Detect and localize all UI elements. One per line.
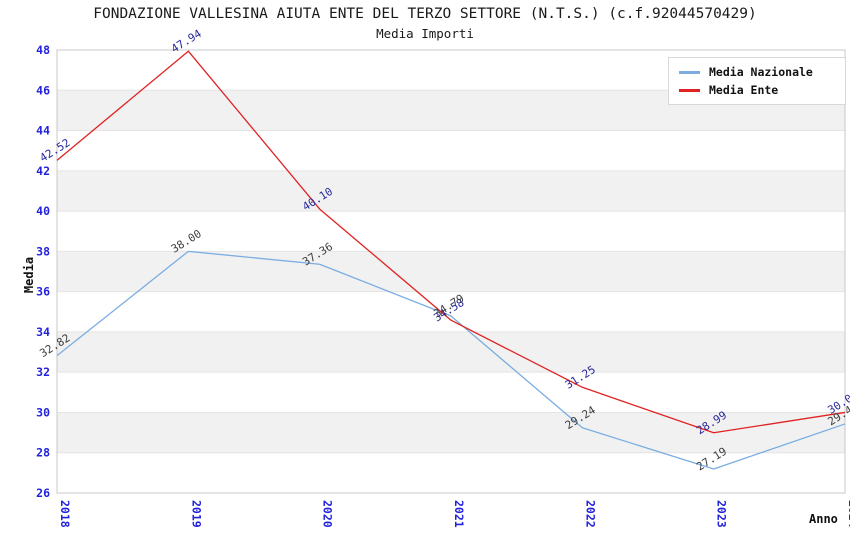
y-tick-label: 32	[36, 365, 50, 379]
gridlines	[57, 89, 845, 454]
x-tick-label: 2024	[846, 500, 850, 528]
x-tick-label: 2019	[189, 500, 203, 528]
legend: Media Nazionale Media Ente	[668, 57, 846, 105]
band	[57, 251, 845, 292]
x-axis-label: Anno	[809, 512, 838, 526]
x-tick-labels: 2018 2019 2020 2021 2022 2023 2024	[58, 500, 850, 528]
y-tick-label: 46	[36, 83, 50, 97]
y-tick-label: 38	[36, 244, 50, 258]
legend-label-ente: Media Ente	[709, 83, 779, 97]
value-label: 42.52	[37, 136, 72, 165]
plot-frame	[56, 49, 846, 494]
band	[57, 170, 845, 212]
y-tick-label: 40	[36, 204, 50, 218]
background-bands	[57, 90, 845, 453]
series-line-media-nazionale	[56, 250, 846, 470]
band	[57, 331, 845, 373]
chart-subtitle: Media Importi	[376, 26, 474, 41]
chart-title: FONDAZIONE VALLESINA AIUTA ENTE DEL TERZ…	[93, 6, 757, 22]
x-tick-label: 2021	[452, 500, 466, 528]
y-tick-label: 30	[36, 405, 50, 419]
legend-item-media-nazionale: Media Nazionale	[679, 63, 835, 81]
y-tick-label: 26	[36, 486, 50, 500]
y-axis-label: Media	[22, 256, 36, 294]
legend-label-nazionale: Media Nazionale	[709, 65, 813, 79]
y-tick-label: 44	[36, 124, 50, 138]
y-tick-label: 36	[36, 285, 50, 299]
y-tick-labels: 26 28 30 32 34 36 38 40 42 44 46 48	[36, 43, 50, 500]
y-tick-label: 42	[36, 164, 50, 178]
legend-line-icon-nazionale	[679, 70, 700, 74]
x-tick-label: 2018	[58, 500, 72, 528]
legend-item-media-ente: Media Ente	[679, 81, 835, 99]
value-label: 47.94	[169, 27, 204, 56]
y-tick-label: 48	[36, 43, 50, 57]
x-tick-label: 2023	[715, 500, 729, 528]
series-line-media-ente	[56, 50, 846, 434]
x-tick-label: 2022	[583, 500, 597, 528]
legend-line-icon-ente	[679, 88, 700, 92]
y-tick-label: 28	[36, 446, 50, 460]
y-tick-label: 34	[36, 325, 50, 339]
x-tick-label: 2020	[321, 500, 335, 528]
